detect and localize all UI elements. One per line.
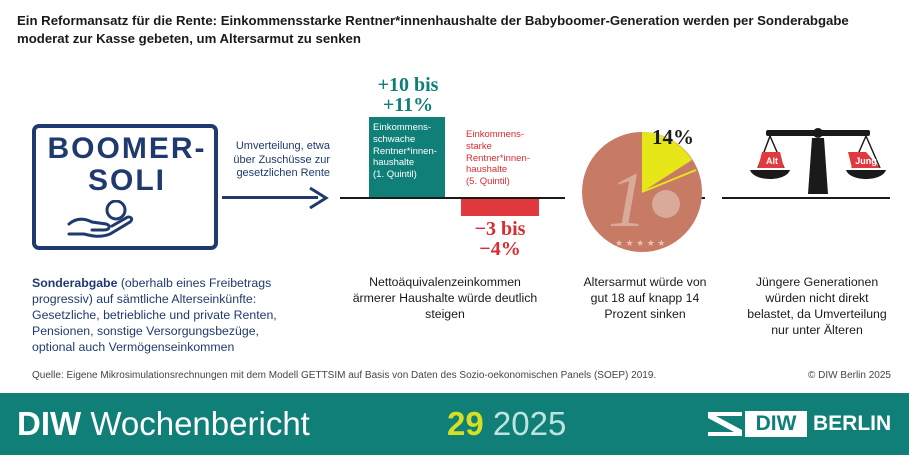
low-income-bar	[369, 117, 445, 197]
low-income-label: Einkommens-schwache Rentner*innen-hausha…	[373, 122, 445, 181]
scale-baseline	[722, 197, 890, 199]
high-income-bar	[461, 199, 539, 216]
low-income-label-text: Einkommens-schwache Rentner*innen-hausha…	[373, 122, 437, 169]
copyright: © DIW Berlin 2025	[808, 370, 891, 381]
poverty-caption: Altersarmut würde von gut 18 auf knapp 1…	[583, 275, 707, 321]
page-title: Ein Reformansatz für die Rente: Einkomme…	[17, 13, 849, 46]
high-income-quintile: (5. Quintil)	[466, 176, 510, 188]
publication-name-rest: Wochenbericht	[81, 405, 310, 442]
publication-name-bold: DIW	[17, 405, 82, 442]
boomer-soli-line2: SOLI	[87, 164, 166, 197]
surcharge-description-rest: (oberhalb eines Freibetrags progressiv) …	[32, 276, 277, 354]
income-caption: Nettoäquivalenzeinkommen ärmerer Haushal…	[352, 275, 538, 321]
diw-logo: DIW	[745, 411, 807, 437]
low-income-quintile: (1. Quintil)	[373, 169, 417, 181]
coin-icon: 1 ★ ★ ★ ★ ★	[582, 132, 702, 252]
hand-coin-icon	[67, 200, 134, 238]
high-income-label-text: Einkommens-starke Rentner*innen-haushalt…	[466, 129, 530, 176]
high-income-change-value: −3 bis −4%	[474, 218, 526, 260]
boomer-soli-text: BOOMER- SOLI	[44, 133, 210, 197]
redistribution-arrow-line	[222, 196, 318, 199]
diw-logo-mark-icon	[708, 412, 742, 436]
svg-text:1: 1	[608, 156, 647, 243]
balance-scale-icon	[750, 128, 886, 194]
issue-year: 2025	[483, 405, 567, 442]
diw-logo-berlin: BERLIN	[813, 412, 892, 435]
surcharge-description-bold: Sonderabgabe	[32, 276, 118, 290]
generations-caption: Jüngere Generationen würden nicht direkt…	[747, 275, 887, 337]
bar-baseline	[340, 197, 565, 199]
boomer-soli-logo	[32, 124, 218, 250]
poverty-percent-label: 14%	[652, 125, 694, 149]
redistribution-label: Umverteilung, etwa über Zuschüsse zur ge…	[233, 140, 330, 179]
scale-label-young: Jung	[855, 156, 877, 166]
issue-number: 29 2025	[447, 405, 566, 443]
surcharge-description: Sonderabgabe (oberhalb eines Freibetrags…	[32, 275, 282, 355]
boomer-soli-line1: BOOMER-	[47, 132, 207, 165]
issue-number-value: 29	[447, 405, 484, 442]
source-note: Quelle: Eigene Mikrosimulationsrechnunge…	[32, 370, 657, 381]
svg-text:★ ★ ★ ★ ★: ★ ★ ★ ★ ★	[615, 238, 665, 248]
publication-name: DIW Wochenbericht	[17, 405, 310, 443]
high-income-label: Einkommens-starke Rentner*innen-haushalt…	[466, 129, 546, 188]
arrow-right-icon	[309, 186, 329, 210]
low-income-change-value: +10 bis +11%	[377, 74, 439, 116]
scale-label-old: Alt	[766, 156, 778, 166]
